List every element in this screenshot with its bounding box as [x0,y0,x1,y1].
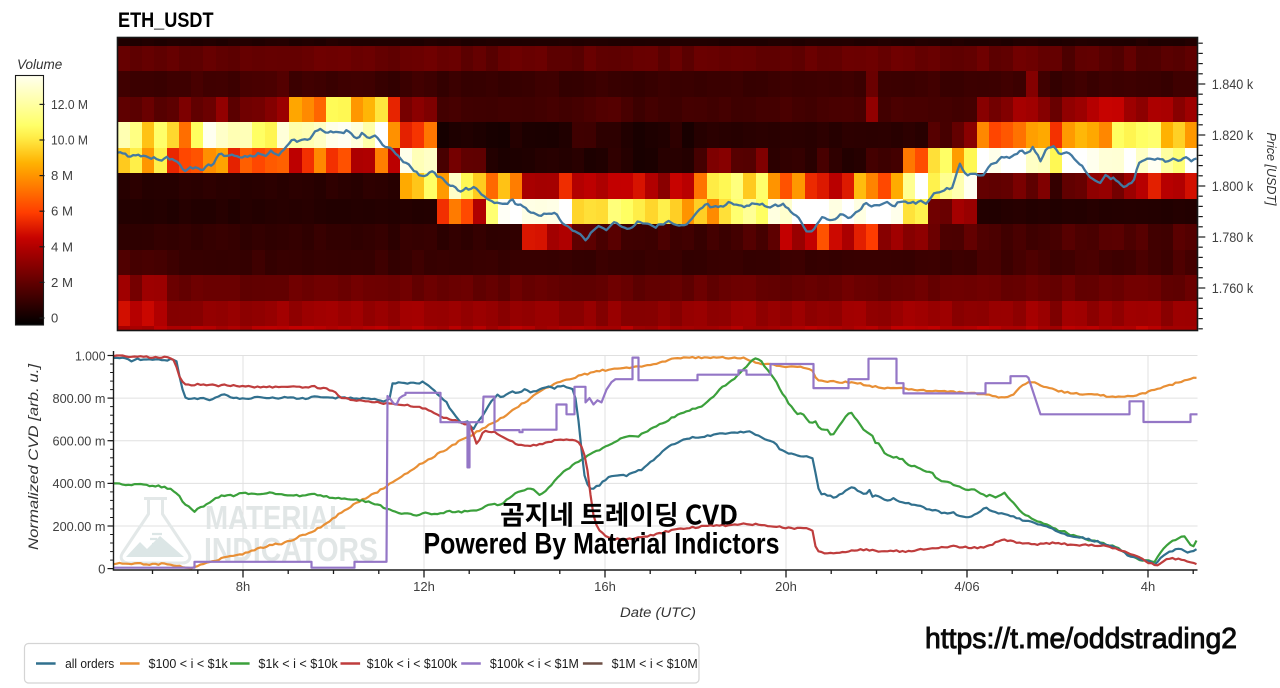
svg-text:0: 0 [51,311,58,326]
svg-text:6 M: 6 M [51,204,73,219]
svg-text:https://t.me/oddstrading2: https://t.me/oddstrading2 [925,623,1237,655]
svg-text:Powered By Material Indictors: Powered By Material Indictors [424,528,780,561]
svg-text:400.00 m: 400.00 m [53,476,106,491]
svg-text:12.0 M: 12.0 M [51,97,88,112]
svg-text:Volume: Volume [17,57,62,72]
svg-text:200.00 m: 200.00 m [53,519,106,534]
svg-text:800.00 m: 800.00 m [53,391,106,406]
svg-text:$100k < i < $1M: $100k < i < $1M [490,656,579,671]
svg-text:2 M: 2 M [51,275,73,290]
svg-text:Date (UTC): Date (UTC) [620,605,696,620]
svg-text:4h: 4h [1141,579,1155,594]
svg-text:1.840 k: 1.840 k [1212,76,1254,92]
svg-text:$1M < i < $10M: $1M < i < $10M [612,656,698,671]
svg-text:12h: 12h [413,579,435,594]
svg-text:20h: 20h [775,579,797,594]
svg-text:0: 0 [98,561,105,576]
svg-text:1.780 k: 1.780 k [1212,229,1254,245]
svg-text:16h: 16h [594,579,616,594]
svg-text:8 M: 8 M [51,168,73,183]
svg-text:Normalized CVD [arb. u.]: Normalized CVD [arb. u.] [25,363,41,550]
svg-text:10.0 M: 10.0 M [51,133,88,148]
svg-text:Price [USDT]: Price [USDT] [1264,133,1278,206]
svg-text:$1k < i < $10k: $1k < i < $10k [258,656,338,671]
svg-text:1.800 k: 1.800 k [1212,178,1254,194]
svg-text:8h: 8h [236,579,250,594]
svg-text:MATERIAL: MATERIAL [205,499,346,536]
svg-text:$100 < i < $1k: $100 < i < $1k [149,656,229,671]
svg-text:1.000: 1.000 [75,348,106,363]
svg-text:all orders: all orders [65,656,115,671]
svg-text:4/06: 4/06 [954,579,979,594]
svg-text:ETH_USDT: ETH_USDT [118,8,214,32]
svg-text:1.760 k: 1.760 k [1212,280,1254,296]
svg-text:600.00 m: 600.00 m [53,434,106,449]
svg-text:1.820 k: 1.820 k [1212,127,1254,143]
svg-text:4 M: 4 M [51,239,73,254]
svg-text:$10k < i < $100k: $10k < i < $100k [367,656,458,671]
